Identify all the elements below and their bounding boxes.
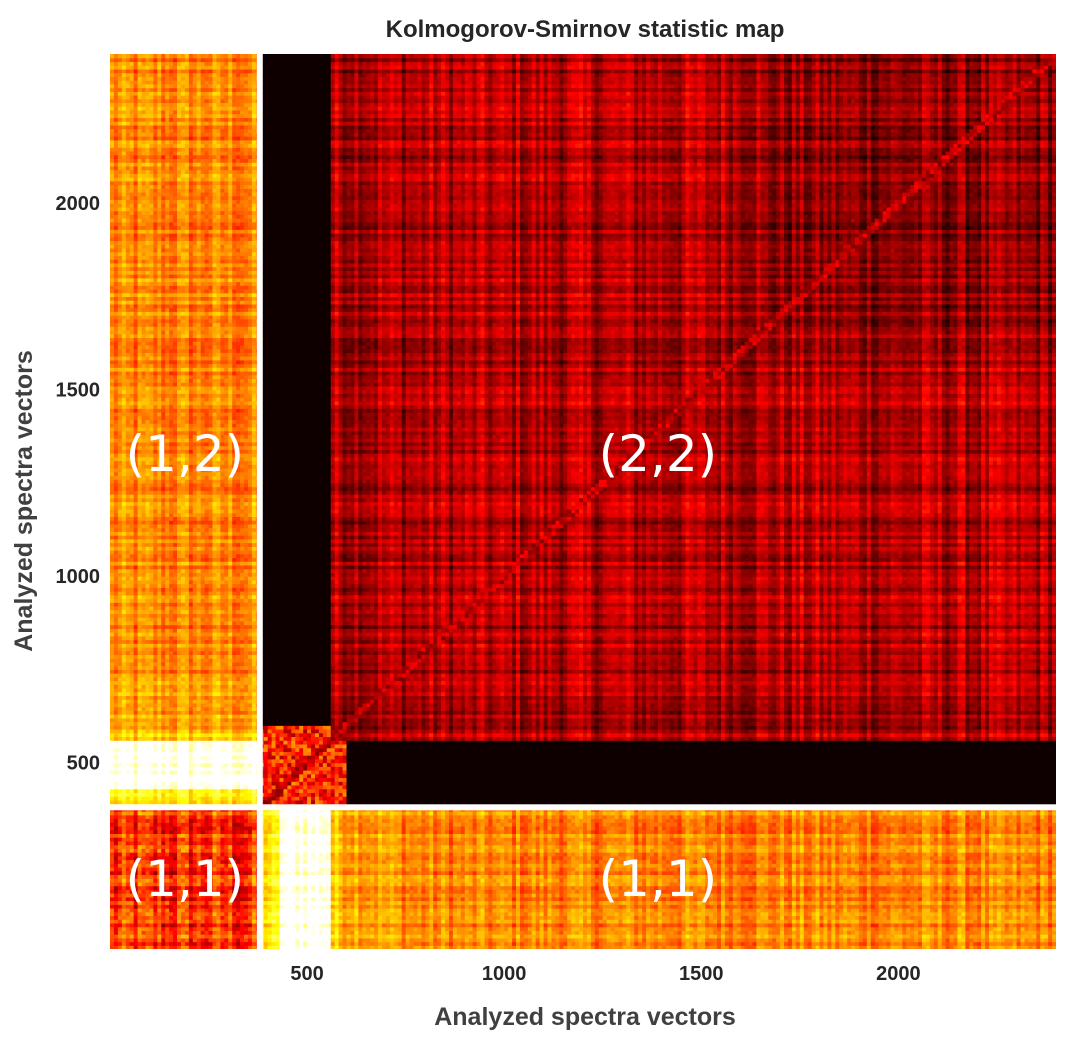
x-tick-label: 500 bbox=[290, 963, 323, 985]
x-tick-labels: 500 1000 1500 2000 bbox=[290, 963, 920, 985]
x-tick-label: 1000 bbox=[482, 963, 527, 985]
x-tick-label: 1500 bbox=[679, 963, 724, 985]
block-labels: (1,2) (2,2) (1,1) (1,1) bbox=[126, 425, 718, 908]
y-tick-label: 1500 bbox=[56, 380, 101, 402]
chart-title: Kolmogorov-Smirnov statistic map bbox=[386, 16, 785, 43]
y-tick-label: 2000 bbox=[56, 193, 101, 215]
y-axis-label: Analyzed spectra vectors bbox=[10, 350, 38, 652]
block-dividers bbox=[110, 54, 1056, 949]
horizontal-block-divider bbox=[110, 804, 1056, 811]
y-tick-labels: 500 1000 1500 2000 bbox=[56, 193, 101, 774]
block-label: (1,1) bbox=[599, 850, 718, 908]
y-tick-label: 500 bbox=[67, 753, 100, 775]
y-tick-label: 1000 bbox=[56, 566, 101, 588]
x-tick-label: 2000 bbox=[876, 963, 921, 985]
heatmap-cells bbox=[110, 54, 1056, 949]
block-label: (1,2) bbox=[126, 425, 245, 483]
block-label: (1,1) bbox=[126, 850, 245, 908]
vertical-block-divider bbox=[256, 54, 263, 949]
x-axis-label: Analyzed spectra vectors bbox=[434, 1003, 736, 1031]
block-label: (2,2) bbox=[599, 425, 718, 483]
